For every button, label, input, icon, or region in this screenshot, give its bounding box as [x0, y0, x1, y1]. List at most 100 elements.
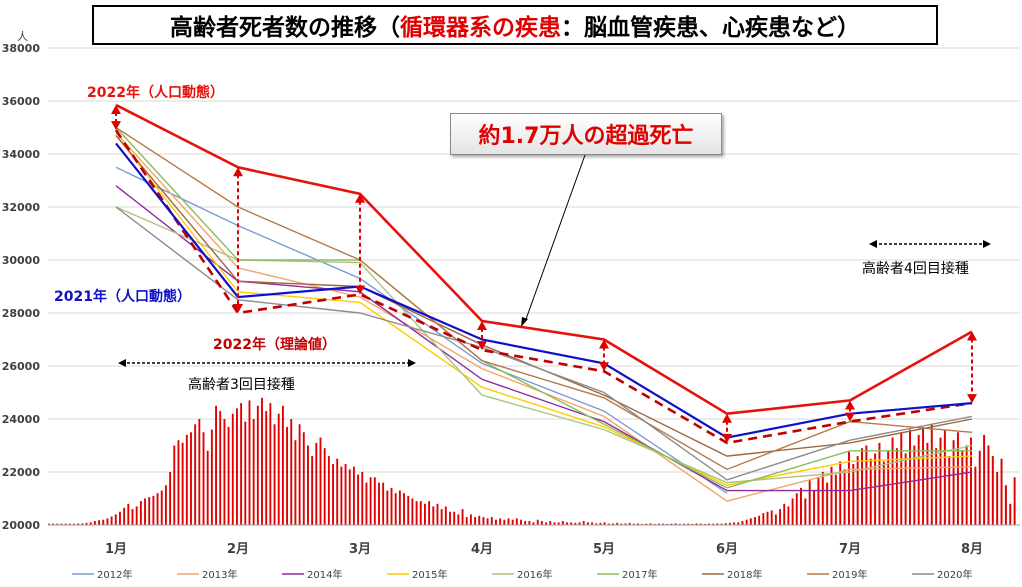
excess-arrow-head-down [355, 285, 365, 295]
vaccine-3rd-bar [649, 523, 652, 525]
vaccine-4th-bar [943, 429, 946, 525]
vaccine-3rd-bar [716, 523, 719, 525]
vaccine-3rd-bar [733, 522, 736, 525]
vaccine-4th-arrow-left [869, 240, 877, 248]
vaccine-3rd-bar [557, 522, 560, 525]
label-2022-actual: 2022年（人口動態） [87, 84, 224, 101]
vaccine-4th-bar [1009, 503, 1012, 525]
vaccine-3rd-bar [507, 518, 510, 525]
vaccine-3rd-bar [64, 523, 67, 525]
vaccine-3rd-bar [302, 432, 305, 525]
vaccine-3rd-bar [432, 506, 435, 525]
vaccine-3rd-bar [348, 469, 351, 525]
excess-arrow-head-up [233, 167, 243, 177]
vaccine-3rd-bar [461, 509, 464, 525]
vaccine-3rd-bar [403, 493, 405, 525]
vaccine-3rd-bar [185, 434, 188, 525]
vaccine-3rd-bar [93, 521, 96, 525]
vaccine-4th-bar [895, 448, 898, 525]
vaccine-4th-bar [956, 432, 959, 525]
vaccine-3rd-bar [591, 522, 593, 525]
vaccine-3rd-bar [766, 511, 769, 525]
vaccine-3rd-bar [319, 437, 322, 525]
vaccine-4th-bar [970, 437, 973, 525]
vaccine-3rd-bar [407, 495, 410, 525]
vaccine-4th-bar [996, 472, 999, 525]
vaccine-3rd-bar [102, 519, 105, 525]
vaccine-4th-bar [891, 437, 894, 525]
legend-label: 2014年 [307, 568, 342, 581]
legend-label: 2020年 [937, 568, 972, 581]
vaccine-4th-bar [800, 487, 802, 525]
vaccine-3rd-bar [495, 519, 497, 525]
label-2021-actual: 2021年（人口動態） [54, 288, 191, 305]
vaccine-3rd-bar [662, 523, 665, 525]
x-tick-label: 6月 [716, 542, 738, 557]
vaccine-3rd-bar [261, 397, 263, 525]
vaccine-4th-bar [882, 461, 885, 525]
vaccine-3rd-bar [453, 511, 456, 525]
vaccine-3rd-bar [616, 522, 619, 525]
vaccine-3rd-bar [586, 522, 589, 525]
vaccine-3rd-bar [156, 493, 159, 525]
vaccine-4th-bar [926, 442, 929, 525]
vaccine-3rd-bar [524, 521, 527, 525]
title-highlight: 循環器系の疾患 [400, 15, 561, 41]
vaccine-3rd-bar [139, 501, 142, 525]
vaccine-3rd-bar [173, 445, 176, 525]
vaccine-4th-bar [987, 445, 990, 525]
vaccine-3rd-bar [532, 522, 535, 525]
title-suffix: ：脳血管疾患、心疾患など） [561, 15, 860, 41]
chart-title: 高齢者死者数の推移（ 循環器系の疾患 ：脳血管疾患、心疾患など） [92, 5, 938, 45]
vaccine-3rd-bar [210, 429, 213, 525]
vaccine-3rd-bar [177, 440, 180, 525]
vaccine-3rd-bar [758, 515, 761, 525]
vaccine-3rd-bar [774, 514, 777, 525]
y-tick-label: 20000 [2, 519, 41, 532]
vaccine-3rd-bar [244, 421, 247, 525]
vaccine-3rd-bar [478, 515, 481, 525]
x-tick-label: 8月 [961, 542, 983, 557]
excess-death-callout: 約1.7万人の超過死亡 [450, 113, 722, 155]
excess-arrow-head-down [845, 412, 855, 422]
vaccine-3rd-bar [81, 523, 84, 525]
vaccine-3rd-bar [198, 419, 201, 525]
y-tick-label: 34000 [2, 148, 41, 161]
excess-arrow-head-up [967, 331, 977, 341]
vaccine-3rd-bar [398, 490, 401, 525]
vaccine-3rd-bar [327, 456, 330, 525]
vaccine-3rd-bar [390, 487, 393, 525]
label-2022-theory: 2022年（理論値） [213, 336, 336, 353]
vaccine-3rd-bar [779, 509, 781, 525]
vaccine-3rd-bar [465, 517, 468, 525]
vaccine-3rd-bar [323, 448, 326, 525]
vaccine-3rd-bar [378, 482, 380, 525]
vaccine-3rd-bar [277, 413, 280, 525]
vaccine-3rd-bar [135, 506, 138, 525]
vaccine-3rd-bar [582, 521, 585, 525]
vaccine-4th-bar [991, 456, 994, 525]
x-tick-label: 4月 [471, 542, 493, 557]
title-prefix: 高齢者死者数の推移（ [170, 15, 400, 41]
vaccine-3rd-bar [194, 424, 197, 525]
vaccine-3rd-bar [344, 464, 347, 525]
vaccine-4th-bar [887, 450, 890, 525]
vaccine-4th-bar [843, 469, 846, 525]
callout-text: 約1.7万人の超過死亡 [478, 124, 694, 149]
vaccine-3rd-bar [131, 509, 134, 525]
vaccine-3rd-bar [436, 503, 439, 525]
vaccine-4th-bar [839, 461, 842, 525]
vaccine-3rd-bar [641, 523, 644, 525]
vaccine-3rd-bar [419, 501, 422, 525]
vaccine-3rd-bar [290, 419, 293, 525]
vaccine-3rd-bar [144, 498, 146, 525]
vaccine-4th-bar [948, 456, 951, 525]
vaccine-3rd-bar [791, 498, 794, 525]
vaccine-4th-bar [804, 498, 807, 525]
excess-arrow-head-down [111, 121, 121, 131]
vaccine-3rd-arrow-right [408, 359, 416, 367]
excess-arrow-head-up [477, 320, 487, 330]
vaccine-3rd-bar [60, 523, 63, 525]
vaccine-bars [48, 397, 1016, 525]
vaccine-4th-bar [983, 434, 986, 525]
